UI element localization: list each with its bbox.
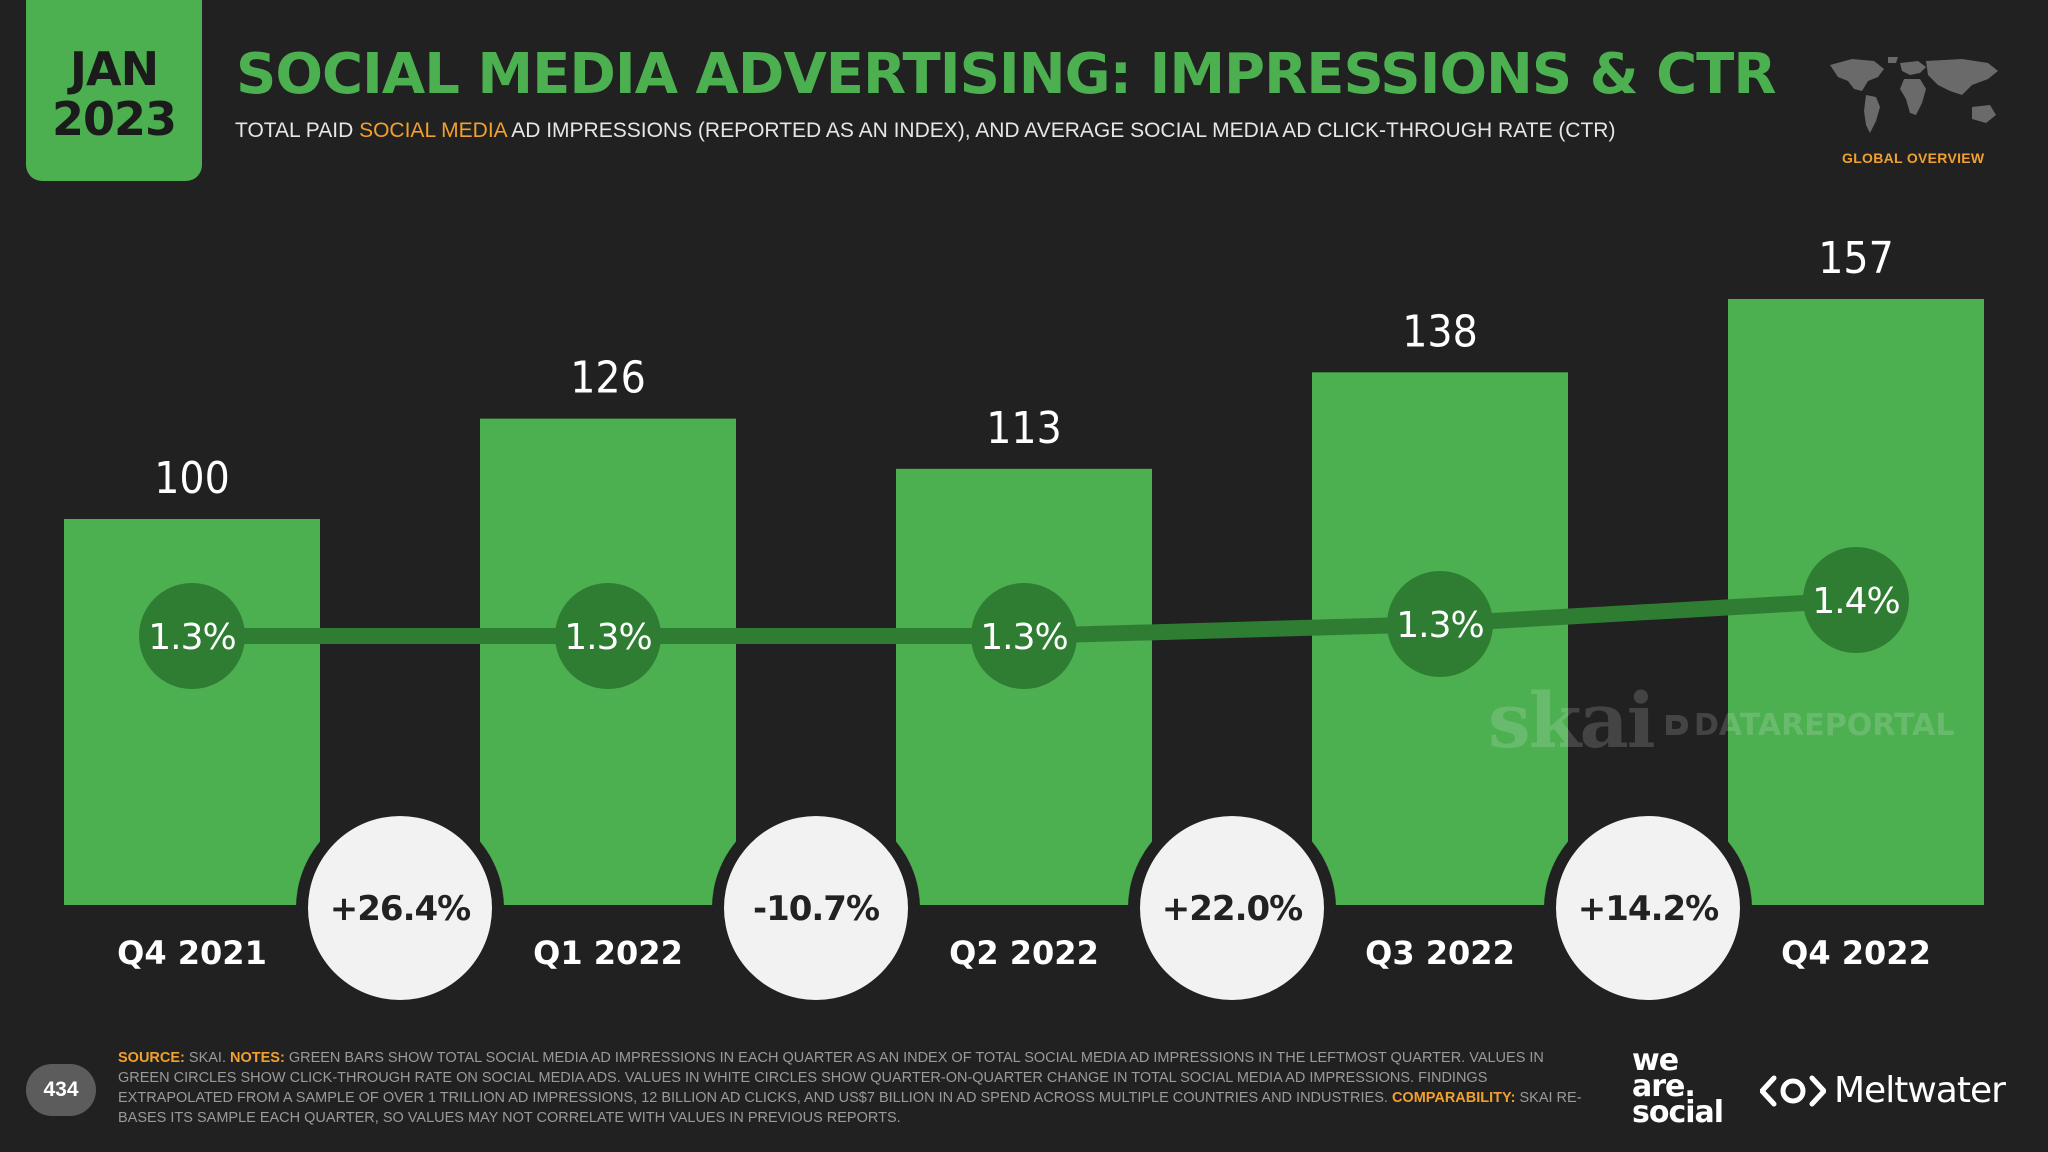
subtitle-post: AD IMPRESSIONS (REPORTED AS AN INDEX), A… bbox=[506, 119, 1616, 142]
date-badge: JAN 2023 bbox=[26, 0, 202, 181]
bar-value-label: 113 bbox=[986, 403, 1062, 454]
ctr-circle bbox=[971, 583, 1077, 689]
skai-watermark: skai bbox=[1488, 676, 1656, 765]
subtitle-highlight: SOCIAL MEDIA bbox=[359, 119, 507, 142]
change-label: +14.2% bbox=[1578, 889, 1718, 929]
ctr-label: 1.3% bbox=[564, 617, 651, 658]
category-label: Q3 2022 bbox=[1365, 934, 1515, 972]
brand-we: we bbox=[1632, 1043, 1679, 1078]
source-text: SKAI. bbox=[184, 1050, 231, 1066]
bar bbox=[64, 519, 320, 905]
datareportal-text: DATAREPORTAL bbox=[1694, 708, 1955, 743]
brand-social: social bbox=[1632, 1095, 1724, 1130]
world-map-icon bbox=[1830, 57, 1998, 133]
ctr-label: 1.4% bbox=[1812, 581, 1899, 622]
ctr-circle bbox=[1803, 547, 1909, 653]
meltwater-logo: Meltwater bbox=[1760, 1070, 2006, 1111]
category-label: Q1 2022 bbox=[533, 934, 683, 972]
section-label: GLOBAL OVERVIEW bbox=[1842, 150, 1985, 166]
page-number: 434 bbox=[26, 1064, 96, 1116]
bar-value-label: 126 bbox=[570, 353, 646, 404]
subtitle-pre: TOTAL PAID bbox=[235, 119, 360, 142]
change-circle bbox=[1140, 816, 1324, 1000]
brand-are: are. bbox=[1632, 1069, 1696, 1104]
date-month: JAN bbox=[69, 41, 159, 96]
comparability-key: COMPARABILITY: bbox=[1391, 1090, 1516, 1106]
comparability-text: SKAI RE-BASES ITS SAMPLE EACH QUARTER, S… bbox=[118, 1090, 1582, 1126]
ctr-label: 1.3% bbox=[980, 617, 1067, 658]
category-label: Q4 2021 bbox=[117, 934, 267, 972]
ctr-circle bbox=[555, 583, 661, 689]
change-label: -10.7% bbox=[753, 889, 879, 929]
change-circle bbox=[308, 816, 492, 1000]
ctr-circle bbox=[1387, 571, 1493, 677]
category-label: Q2 2022 bbox=[949, 934, 1099, 972]
change-circle bbox=[1556, 816, 1740, 1000]
bar-value-label: 157 bbox=[1818, 233, 1894, 284]
date-year: 2023 bbox=[51, 91, 177, 146]
source-notes: SOURCE: SKAI. NOTES: GREEN BARS SHOW TOT… bbox=[118, 1048, 1596, 1128]
datareportal-watermark: DATAREPORTAL bbox=[1664, 708, 1954, 743]
change-circle bbox=[724, 816, 908, 1000]
change-label: +22.0% bbox=[1162, 889, 1302, 929]
datareportal-icon bbox=[1666, 715, 1688, 735]
meltwater-icon bbox=[1760, 1075, 1826, 1106]
category-label: Q4 2022 bbox=[1781, 934, 1931, 972]
ctr-label: 1.3% bbox=[148, 617, 235, 658]
page-title: SOCIAL MEDIA ADVERTISING: IMPRESSIONS & … bbox=[236, 42, 1776, 107]
ctr-label: 1.3% bbox=[1396, 605, 1483, 646]
page-subtitle: TOTAL PAID SOCIAL MEDIA AD IMPRESSIONS (… bbox=[235, 119, 1615, 143]
bar-value-label: 138 bbox=[1402, 306, 1478, 357]
notes-key: NOTES: bbox=[230, 1050, 285, 1066]
source-key: SOURCE: bbox=[118, 1050, 185, 1066]
change-label: +26.4% bbox=[330, 889, 470, 929]
notes-text: GREEN BARS SHOW TOTAL SOCIAL MEDIA AD IM… bbox=[118, 1050, 1544, 1106]
meltwater-text: Meltwater bbox=[1834, 1070, 2006, 1111]
ctr-circle bbox=[139, 583, 245, 689]
we-are-social-logo: we are. social bbox=[1632, 1043, 1724, 1130]
bar-value-label: 100 bbox=[154, 453, 230, 504]
